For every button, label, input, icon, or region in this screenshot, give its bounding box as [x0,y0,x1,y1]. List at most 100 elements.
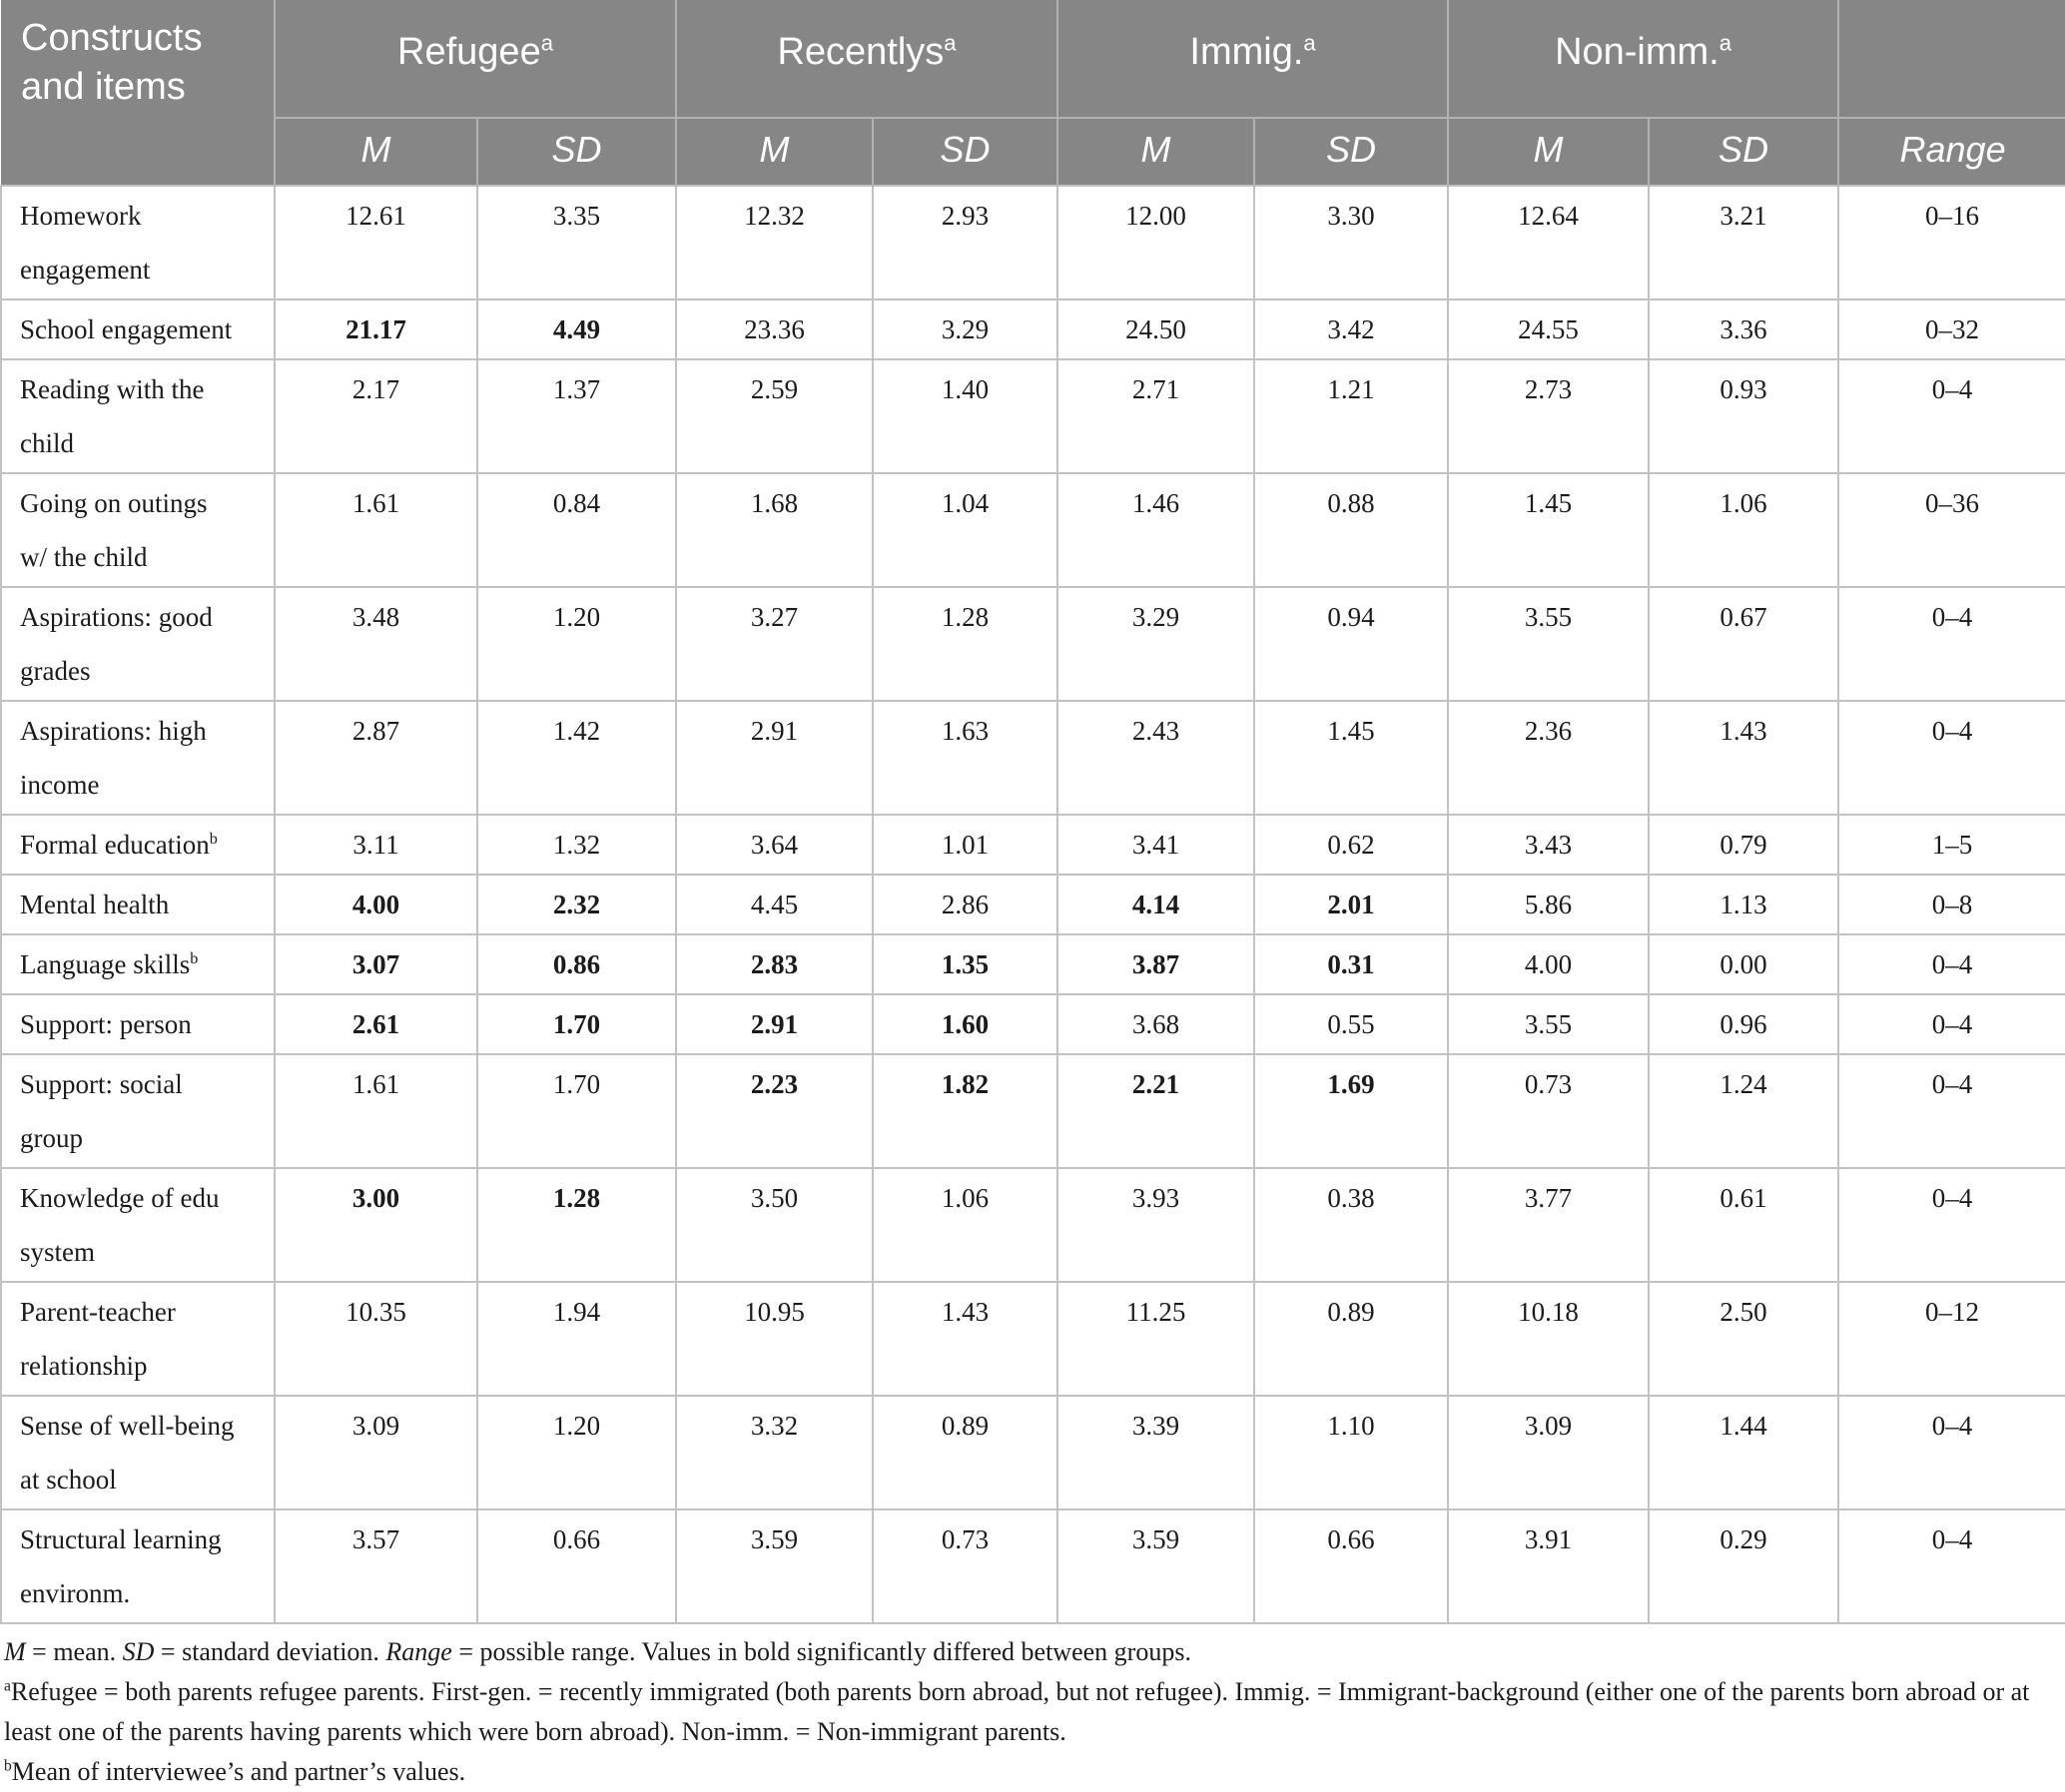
mean-cell: 2.21 [1056,1053,1256,1169]
sd-cell: 1.70 [476,993,677,1055]
sd-cell: 4.49 [476,299,677,360]
mean-cell: 3.43 [1447,814,1651,876]
mean-cell: 4.00 [274,874,478,935]
subheader-sd: SD [1648,117,1839,186]
sd-cell: 1.21 [1253,358,1450,474]
stat-symbol: M [4,1637,26,1666]
range-cell: 0–4 [1837,993,2065,1055]
sd-cell: 3.42 [1253,299,1450,360]
range-cell: 0–16 [1837,185,2065,300]
mean-cell: 12.61 [274,185,478,300]
mean-cell: 2.59 [675,358,874,474]
sd-cell: 2.50 [1648,1281,1840,1397]
group-label: Refugee [397,30,541,73]
table-row: Going on outings w/ the child 1.61 0.84 1.6… [0,472,2065,588]
sd-cell: 1.06 [1648,472,1840,588]
table-row: Reading with the child 2.17 1.37 2.59 1.40 2.… [0,358,2065,474]
range-cell: 1–5 [1837,814,2065,876]
mean-cell: 3.07 [274,933,478,995]
footnote-marker-b: b [190,949,199,967]
range-cell: 0–4 [1837,1167,2065,1283]
sd-cell: 2.93 [871,185,1059,300]
sd-cell: 1.35 [871,933,1059,995]
mean-cell: 21.17 [274,299,478,360]
mean-cell: 1.68 [675,472,874,588]
sd-cell: 1.44 [1648,1395,1840,1510]
construct-label: School engagement [0,299,276,360]
subheader-range: Range [1837,117,2065,186]
mean-cell: 3.09 [274,1395,478,1510]
range-cell: 0–4 [1837,700,2065,816]
mean-cell: 12.32 [675,185,874,300]
sd-cell: 3.36 [1648,299,1840,360]
sd-cell: 0.79 [1648,814,1840,876]
footnote-marker-a: a [540,29,553,55]
group-header-row: Constructs and items Refugeea Recentlysa… [1,0,2065,186]
mean-cell: 3.55 [1447,586,1651,702]
table-row: Aspirations: high income 2.87 1.42 2.91 1.63… [0,700,2065,816]
sd-cell: 3.30 [1253,185,1450,300]
subheader-m: M [1447,117,1650,186]
sd-cell: 0.38 [1253,1167,1450,1283]
subheader-sd: SD [1253,117,1449,186]
sd-cell: 1.43 [1648,700,1840,816]
table-body: Homework engagement 12.61 3.35 12.32 2.93 12.… [0,185,2065,1624]
subheader-row: M SD M SD M SD M SD Range [1,117,2065,186]
sd-cell: 1.06 [871,1167,1059,1283]
table-header: Constructs and items Refugeea Recentlysa… [1,0,2065,186]
range-cell: 0–12 [1837,1281,2065,1397]
sd-cell: 1.69 [1253,1053,1450,1169]
mean-cell: 0.73 [1447,1053,1651,1169]
sd-cell: 1.42 [476,700,677,816]
descriptives-table: Constructs and items Refugeea Recentlysa… [0,0,2065,1624]
empty-header-cell [1837,0,2065,118]
subheader-m: M [274,117,477,186]
mean-cell: 10.18 [1447,1281,1651,1397]
sd-cell: 0.73 [871,1508,1059,1624]
note-text: = standard deviation. [154,1637,386,1666]
sd-cell: 0.93 [1648,358,1840,474]
mean-cell: 2.23 [675,1053,874,1169]
footnote-marker-a: a [1303,29,1316,55]
table-row: Parent-teacher relationship 10.35 1.94 10.9… [0,1281,2065,1397]
sd-cell: 3.35 [476,185,677,300]
mean-cell: 4.14 [1056,874,1256,935]
range-cell: 0–4 [1837,358,2065,474]
range-cell: 0–36 [1837,472,2065,588]
mean-cell: 3.39 [1056,1395,1256,1510]
footnote-marker-b: b [209,830,218,848]
sd-cell: 1.10 [1253,1395,1450,1510]
sd-cell: 1.37 [476,358,677,474]
mean-cell: 2.91 [675,700,874,816]
mean-cell: 3.59 [675,1508,874,1624]
sd-cell: 1.70 [476,1053,677,1169]
footnote-marker-b: b [4,1757,12,1775]
sd-cell: 1.40 [871,358,1059,474]
mean-cell: 3.48 [274,586,478,702]
mean-cell: 24.55 [1447,299,1651,360]
mean-cell: 3.09 [1447,1395,1651,1510]
mean-cell: 3.91 [1447,1508,1651,1624]
note-a: aRefugee = both parents refugee parents.… [4,1677,2030,1746]
sd-cell: 1.24 [1648,1053,1840,1169]
mean-cell: 3.68 [1056,993,1256,1055]
mean-cell: 12.64 [1447,185,1651,300]
sd-cell: 0.96 [1648,993,1840,1055]
mean-cell: 3.27 [675,586,874,702]
mean-cell: 1.61 [274,472,478,588]
mean-cell: 4.00 [1447,933,1651,995]
table-row: Structural learning environm. 3.57 0.66 3.5… [0,1508,2065,1624]
group-header-immig: Immig.a [1056,0,1449,118]
construct-label: Going on outings w/ the child [0,472,276,588]
table-footnotes: M = mean. SD = standard deviation. Range… [0,1624,2065,1792]
construct-label: Mental health [0,874,276,935]
group-header-nonimm: Non-imm.a [1447,0,1839,118]
sd-cell: 1.32 [476,814,677,876]
group-label: Immig. [1189,30,1304,73]
sd-cell: 0.29 [1648,1508,1840,1624]
mean-cell: 3.87 [1056,933,1256,995]
sd-cell: 1.04 [871,472,1059,588]
range-cell: 0–4 [1837,1395,2065,1510]
construct-label: Knowledge of edu system [0,1167,276,1283]
sd-cell: 1.13 [1648,874,1840,935]
